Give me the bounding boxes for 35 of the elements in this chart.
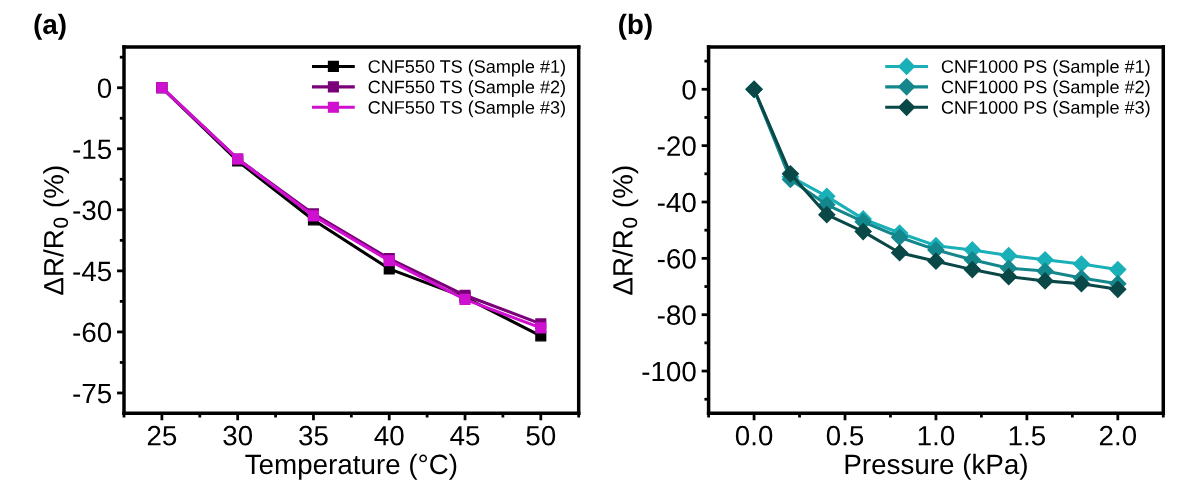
x-axis-title: Pressure (kPa) — [845, 453, 1027, 480]
y-tick-label: -75 — [73, 383, 112, 404]
y-tick-label: -20 — [657, 136, 696, 156]
text: (b) — [619, 13, 652, 40]
y-axis-title: ΔR/R$_{0}$ (%) — [612, 166, 639, 295]
legend-label: CNF550 TS (Sample #1) — [368, 59, 565, 77]
y-tick-label: -60 — [657, 249, 696, 269]
x-tick-label: 2.0 — [1099, 425, 1137, 446]
y-tick-label: -15 — [73, 139, 112, 160]
legend-label: CNF1000 PS (Sample #3) — [941, 100, 1150, 118]
y-tick-label: -60 — [73, 322, 112, 343]
y-tick-label: -100 — [642, 361, 696, 382]
x-tick-label: 45 — [450, 426, 480, 446]
y-tick-label: -80 — [657, 305, 696, 326]
x-tick-label: 0.5 — [826, 425, 864, 446]
x-tick-label: 0.0 — [735, 425, 773, 446]
y-tick-label: 0 — [97, 78, 112, 99]
x-tick-label: 50 — [526, 425, 556, 446]
text: (a) — [34, 13, 66, 40]
legend-label: CNF550 TS (Sample #2) — [368, 80, 565, 97]
x-tick-label: 35 — [299, 425, 328, 446]
legend-label: CNF550 TS (Sample #3) — [368, 100, 565, 118]
x-tick-label: 30 — [223, 425, 253, 446]
x-tick-label: 1.5 — [1009, 426, 1046, 446]
x-axis-title: Temperature (°C) — [245, 453, 457, 480]
x-tick-label: 1.0 — [918, 425, 955, 446]
legend-label: CNF1000 PS (Sample #1) — [941, 59, 1150, 77]
y-tick-label: 0 — [682, 79, 696, 100]
y-tick-label: -30 — [73, 200, 112, 221]
y-tick-label: -40 — [657, 192, 696, 213]
x-tick-label: 25 — [147, 425, 177, 446]
x-tick-label: 40 — [374, 425, 404, 446]
y-axis-title: ΔR/R$_{0}$ (%) — [43, 166, 70, 295]
y-tick-label: -45 — [73, 261, 112, 282]
legend-label: CNF1000 PS (Sample #2) — [941, 80, 1150, 97]
